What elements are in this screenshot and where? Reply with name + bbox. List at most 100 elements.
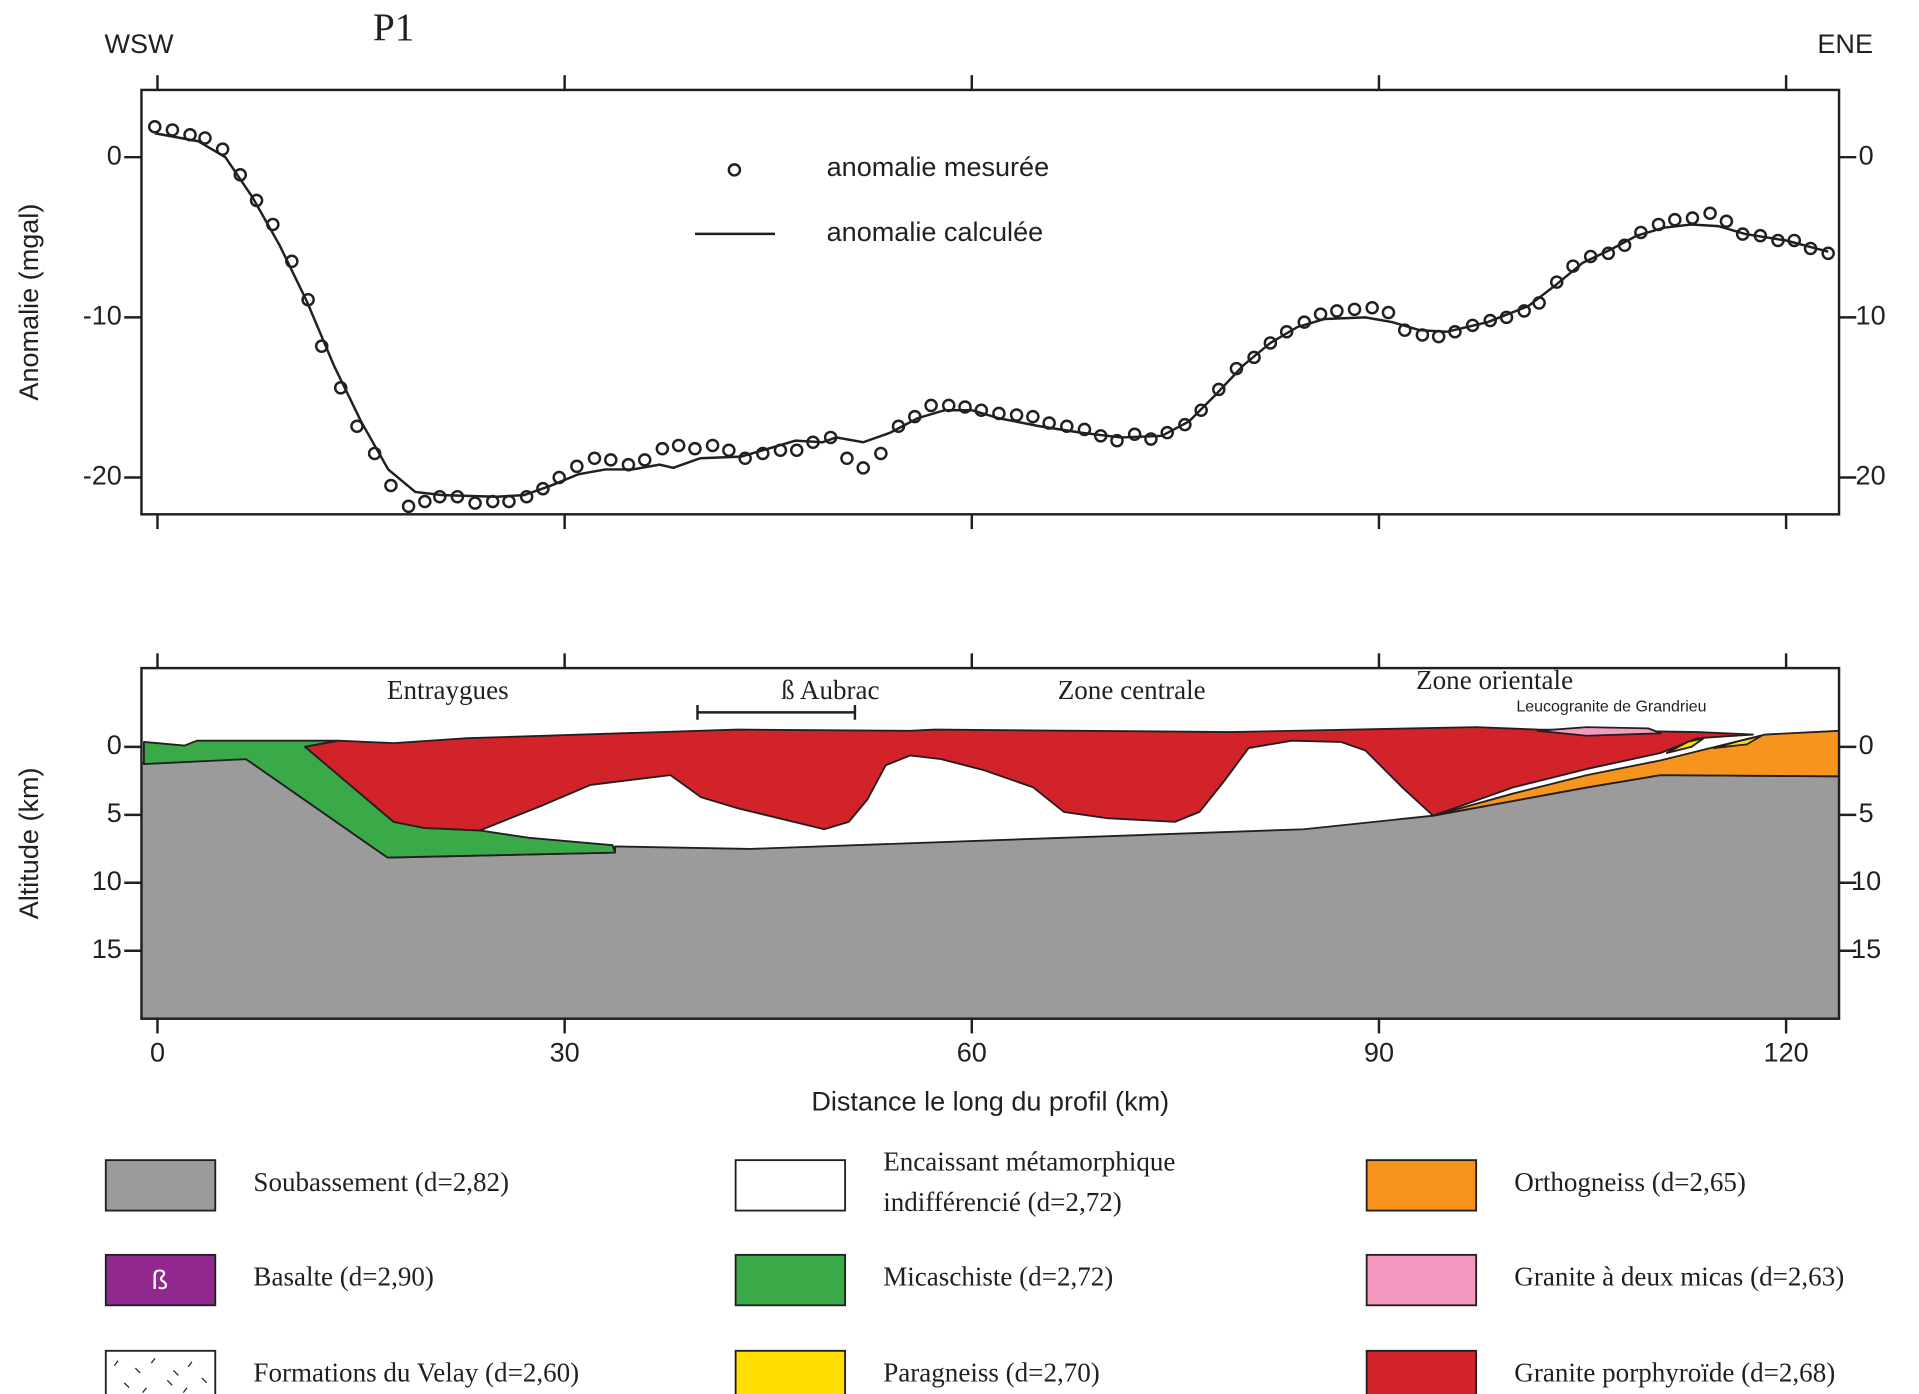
pattern-dash [142,1387,147,1394]
plot-frame [140,88,1841,516]
porphyroid-granite [304,726,1754,832]
legend-label: indifférencié (d=2,72) [883,1187,1122,1217]
y-axis-label: Altitude (km) [14,767,44,919]
legend-label: Formations du Velay (d=2,60) [253,1358,579,1388]
pattern-dash [173,1370,179,1376]
measured-point [722,443,736,458]
y-tick-label: 0 [107,140,122,170]
legend-label: anomalie calculée [827,217,1044,247]
measured-point [468,496,482,510]
y-tick-label: 5 [1859,798,1874,828]
measured-point [705,438,720,453]
measured-point [789,443,804,458]
measured-point [165,123,180,137]
pattern-dash [166,1379,173,1386]
section-annotation: Leucogranite de Grandrieu [1516,699,1706,716]
legend-swatch [1365,1349,1478,1394]
legend-label: Paragneiss (d=2,70) [883,1358,1100,1388]
legend-swatch [734,1253,847,1307]
aubrac-range [696,704,857,720]
y-axis-label: Anomalie (mgal) [14,204,44,401]
y-tick-label: 5 [107,798,122,828]
legend-label: Basalte (d=2,90) [253,1262,433,1292]
y-tick-label: 0 [107,730,122,760]
measured-point [874,446,888,461]
legend-label: Orthogneiss (d=2,65) [1514,1167,1746,1197]
measured-point [418,494,432,509]
y-tick-label: -20 [83,461,122,491]
measured-point [1685,211,1700,225]
section-annotation: Entraygues [387,675,509,705]
measured-point [840,451,854,466]
direction-right: ENE [1817,29,1873,59]
y-tick-label: 15 [92,934,122,964]
measured-point [1212,382,1226,397]
measured-point [384,478,398,493]
measured-point [1026,409,1040,424]
legend-swatch [1365,1159,1478,1212]
measured-point [1381,305,1396,320]
measured-point [856,461,870,475]
legend-swatch [1365,1253,1478,1307]
calculated-line [154,132,1829,498]
measured-point [1330,304,1344,318]
legend-symbol: ß [152,1265,169,1295]
y-tick-label: -20 [1847,461,1886,491]
velay-pattern [113,1357,208,1394]
x-axis-label: Distance le long du profil (km) [811,1087,1169,1117]
measured-point [433,489,447,504]
legend-label: Granite à deux micas (d=2,63) [1514,1262,1844,1292]
measured-point [1365,300,1379,315]
paragneiss [1712,734,1763,749]
x-tick-label: 0 [150,1037,165,1067]
measured-point [688,441,702,456]
legend-label: Granite porphyroïde (d=2,68) [1514,1358,1835,1388]
y-tick-label: 10 [92,866,122,896]
pattern-dash [201,1377,208,1384]
measured-point [147,120,162,134]
x-tick-label: 30 [550,1037,580,1067]
legend-swatch [734,1349,847,1394]
legend-swatch [104,1253,217,1307]
legend-marker [727,163,742,177]
legend-label: anomalie mesurée [827,152,1050,182]
section-annotation: Zone centrale [1058,675,1206,705]
measured-point [655,441,670,456]
measured-point [570,459,584,474]
x-tick-label: 60 [957,1037,987,1067]
pattern-dash [150,1357,156,1364]
y-tick-label: 10 [1851,866,1881,896]
section-annotation: ß Aubrac [781,675,879,705]
legend-label: Micaschiste (d=2,72) [883,1262,1113,1292]
measured-point [1347,302,1362,317]
pattern-dash [187,1361,193,1368]
measured-point [1668,212,1682,227]
measured-point [401,499,416,514]
y-tick-label: -10 [83,300,122,330]
orthogneiss [1432,729,1840,817]
legend-label: Encaissant métamorphique [883,1147,1175,1177]
legend-label: Soubassement (d=2,82) [253,1167,509,1197]
measured-point [198,131,212,145]
pattern-dash [134,1367,141,1374]
legend-swatch [104,1349,217,1394]
paragneiss [1665,737,1705,754]
measured-point [671,438,686,453]
profile-title: P1 [373,5,415,49]
pattern-dash [123,1382,130,1389]
pattern-dash [182,1387,188,1394]
y-tick-label: 0 [1859,140,1874,170]
legend-swatch [734,1159,847,1212]
y-tick-label: 15 [1851,934,1881,964]
measured-point [1009,408,1024,422]
x-tick-label: 120 [1764,1037,1809,1067]
two-mica-granite [1536,726,1662,737]
x-tick-label: 90 [1364,1037,1394,1067]
y-tick-label: -10 [1847,300,1886,330]
plot-frame [140,666,1841,1020]
measured-point [1719,214,1734,229]
geology [140,704,1840,1020]
measured-point [587,451,602,466]
